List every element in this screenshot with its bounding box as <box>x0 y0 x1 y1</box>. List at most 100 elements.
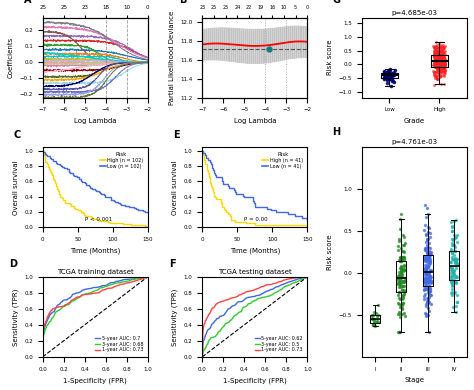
Point <box>384 67 392 73</box>
Point <box>451 289 459 295</box>
Point <box>383 71 391 77</box>
Point <box>432 74 439 80</box>
Point <box>396 279 403 285</box>
Line: 3-year AUC: 0.5: 3-year AUC: 0.5 <box>202 277 307 357</box>
3-year AUC: 0.5: (1, 1): 0.5: (1, 1) <box>304 275 310 279</box>
Point <box>451 258 458 264</box>
Point <box>397 268 404 275</box>
Point <box>434 57 442 63</box>
Point <box>434 52 441 58</box>
Point <box>431 58 438 64</box>
Point <box>435 58 443 65</box>
Point <box>398 296 406 302</box>
Point <box>398 287 406 293</box>
Point <box>424 251 431 257</box>
Point <box>437 69 445 75</box>
Point <box>440 49 448 55</box>
Text: D: D <box>9 259 17 269</box>
Point <box>422 268 430 274</box>
Point <box>441 64 448 70</box>
1-year AUC: 0.73: (0, 0): 0.73: (0, 0) <box>200 355 205 359</box>
Point <box>398 275 405 282</box>
Point <box>435 73 443 80</box>
Point <box>438 60 446 66</box>
Point <box>434 61 442 67</box>
3-year AUC: 0.68: (0, 0): 0.68: (0, 0) <box>40 355 46 359</box>
Point <box>381 71 389 77</box>
Point <box>451 271 458 277</box>
Point <box>433 56 440 62</box>
Point <box>399 254 406 260</box>
Point <box>424 271 432 277</box>
Point <box>420 286 428 292</box>
Point <box>453 265 460 271</box>
Point <box>425 312 432 318</box>
Point <box>395 328 403 335</box>
Point <box>433 69 440 75</box>
Point <box>427 251 435 257</box>
Point <box>431 69 439 75</box>
Point <box>432 75 439 82</box>
Point <box>450 278 457 284</box>
Point <box>382 71 389 77</box>
Point <box>425 256 432 262</box>
Point <box>425 260 433 266</box>
Point <box>400 278 408 284</box>
Point <box>426 250 433 256</box>
1-year AUC: 0.73: (0, 0): 0.73: (0, 0) <box>40 355 46 359</box>
5-year AUC: 0.7: (0, 0): 0.7: (0, 0) <box>40 355 46 359</box>
Point <box>400 256 408 262</box>
Point <box>437 52 444 58</box>
Point <box>440 54 448 60</box>
Y-axis label: Sensitivity (TPR): Sensitivity (TPR) <box>172 288 178 346</box>
Point <box>431 56 439 62</box>
Point <box>426 260 434 266</box>
Point <box>399 257 407 263</box>
Point <box>426 250 433 256</box>
Point <box>438 58 446 64</box>
1-year AUC: 0.73: (0.0402, 0.477): 0.73: (0.0402, 0.477) <box>204 316 210 321</box>
Point <box>383 80 391 86</box>
3-year AUC: 0.68: (1, 1): 0.68: (1, 1) <box>145 275 151 279</box>
Point <box>438 61 446 67</box>
Point <box>450 267 457 273</box>
Point <box>447 273 455 279</box>
Point <box>423 246 431 252</box>
Point <box>430 48 438 54</box>
Point <box>429 62 437 68</box>
Point <box>370 316 377 322</box>
Point <box>436 51 443 57</box>
Point <box>450 257 458 264</box>
Point <box>381 73 389 79</box>
Point <box>422 214 430 220</box>
Point <box>385 70 392 76</box>
X-axis label: Log Lambda: Log Lambda <box>234 118 276 124</box>
Point <box>440 66 448 72</box>
Point <box>380 71 388 77</box>
Point <box>453 255 461 262</box>
Point <box>423 279 430 285</box>
Point <box>425 282 432 289</box>
Point <box>422 231 430 238</box>
Point <box>430 53 438 59</box>
Point <box>440 62 448 68</box>
Point <box>433 48 441 55</box>
Point <box>439 58 447 64</box>
Point <box>433 45 441 51</box>
Point <box>422 255 429 262</box>
Point <box>430 58 438 64</box>
Point <box>383 69 391 75</box>
Point <box>370 312 377 319</box>
5-year AUC: 0.7: (1, 1): 0.7: (1, 1) <box>145 275 151 279</box>
Point <box>441 55 449 62</box>
1-year AUC: 0.73: (1, 1): 0.73: (1, 1) <box>145 275 151 279</box>
Point <box>401 267 408 273</box>
3-year AUC: 0.5: (0.186, 0.356): 0.5: (0.186, 0.356) <box>219 326 225 331</box>
Point <box>435 60 442 66</box>
Point <box>447 267 455 273</box>
Point <box>432 69 440 75</box>
Point <box>397 280 404 286</box>
Point <box>426 273 434 279</box>
Point <box>440 66 448 73</box>
Point <box>423 301 430 307</box>
